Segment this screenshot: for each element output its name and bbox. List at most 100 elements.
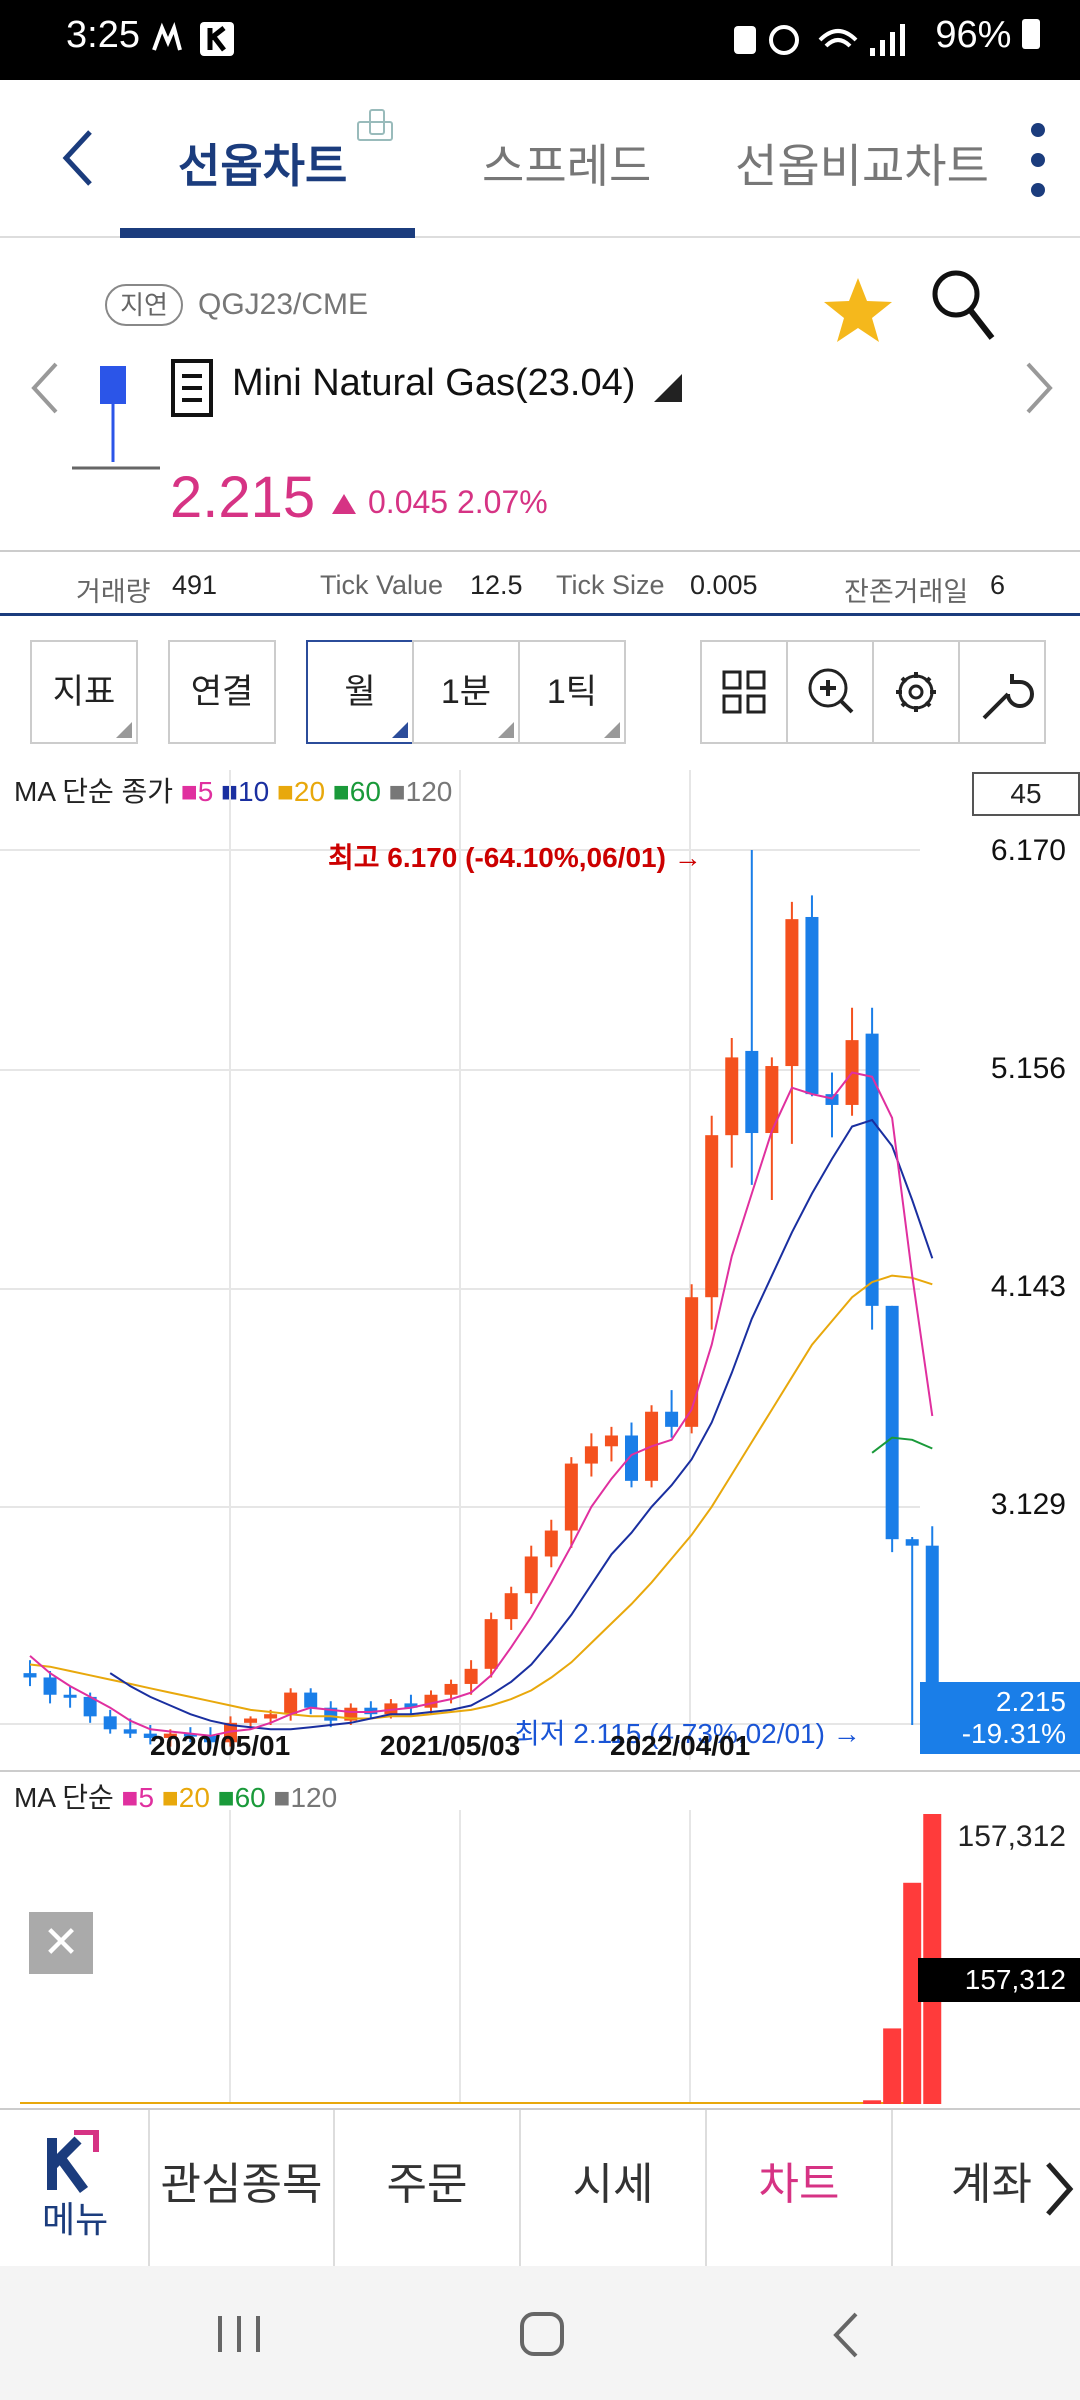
next-instrument-icon[interactable] xyxy=(1024,360,1056,416)
indicator-label: 지표 xyxy=(52,673,116,711)
recent-apps-icon[interactable] xyxy=(214,2312,264,2356)
current-price: 2.215 xyxy=(170,465,316,530)
delay-badge: 지연 xyxy=(105,284,183,326)
status-time: 3:25 xyxy=(66,14,140,56)
pane-divider xyxy=(0,1770,1080,1772)
candle-body xyxy=(544,1530,558,1557)
close-icon[interactable]: ✕ xyxy=(29,1912,93,1974)
volume-bar xyxy=(883,2028,902,2104)
candle-body xyxy=(83,1696,97,1717)
tab-spread[interactable]: 스프레드 xyxy=(482,140,652,192)
candle-body xyxy=(665,1411,679,1427)
mute-icon xyxy=(152,21,182,51)
candle-body xyxy=(685,1297,699,1427)
system-nav-bar xyxy=(0,2266,1080,2400)
active-tab-indicator xyxy=(120,228,415,238)
candle-body xyxy=(725,1057,739,1136)
candle-body xyxy=(404,1703,418,1708)
star-icon[interactable] xyxy=(822,274,894,346)
price-chart[interactable] xyxy=(0,770,1080,1770)
ma20-line xyxy=(29,1274,933,1720)
remaining-days: 6 xyxy=(990,570,1006,600)
more-icon[interactable] xyxy=(1030,122,1046,198)
legend-ma5: ■5 xyxy=(180,776,214,807)
tick-size: 0.005 xyxy=(690,570,758,600)
prev-instrument-icon[interactable] xyxy=(28,360,60,416)
mini-candle-icon xyxy=(72,366,160,470)
dropdown-icon[interactable] xyxy=(652,372,684,404)
candle-body xyxy=(444,1683,458,1695)
indicator-button[interactable]: 지표 xyxy=(30,640,138,744)
grid-icon[interactable] xyxy=(700,640,788,744)
settings-gear-icon[interactable] xyxy=(872,640,960,744)
month-label: 월 xyxy=(344,673,376,711)
candle-body xyxy=(284,1692,298,1715)
remaining-days-label: 잔존거래일 xyxy=(844,577,969,607)
legend-ma120: ■120 xyxy=(388,776,453,807)
candle-body xyxy=(484,1619,498,1669)
candle-body xyxy=(244,1718,258,1723)
period-month-button[interactable]: 월 xyxy=(306,640,414,744)
nav-account[interactable]: 계좌 xyxy=(951,2160,1032,2209)
candle-body xyxy=(183,1733,197,1737)
candle-body xyxy=(705,1135,719,1298)
candle-body xyxy=(203,1735,217,1743)
tick-value: 12.5 xyxy=(470,570,523,600)
zoom-icon[interactable] xyxy=(786,640,874,744)
current-price-tag-value: 2.215 xyxy=(995,1686,1066,1717)
volume-label: 거래량 xyxy=(76,577,151,607)
nav-quote[interactable]: 시세 xyxy=(521,2110,707,2268)
volume-bar xyxy=(903,1882,922,2104)
candle-body xyxy=(264,1714,278,1719)
search-icon[interactable] xyxy=(930,268,996,342)
candle-body xyxy=(224,1722,237,1743)
candle-body xyxy=(584,1446,598,1464)
period-minute-button[interactable]: 1분 xyxy=(412,640,520,744)
document-icon[interactable] xyxy=(170,358,214,418)
price-label-3: 4.143 xyxy=(990,1270,1066,1303)
link-button[interactable]: 연결 xyxy=(168,640,276,744)
volume-legend-ma120: ■120 xyxy=(273,1782,338,1813)
candle-body xyxy=(424,1694,438,1708)
nav-menu-label: 메뉴 xyxy=(42,2199,109,2240)
chart-toolbar: 지표 연결 월 1분 1틱 xyxy=(0,618,1080,760)
volume-current-tag: 157,312 xyxy=(918,1958,1080,2002)
device-icon xyxy=(357,109,393,141)
instrument-code: QGJ23/CME xyxy=(198,288,369,321)
candle-body xyxy=(63,1694,77,1698)
low-annotation: 최저 2.115 (4.73%,02/01) → xyxy=(514,1718,861,1749)
wrench-icon[interactable] xyxy=(958,640,1046,744)
instrument-name[interactable]: Mini Natural Gas(23.04) xyxy=(232,362,636,404)
period-tick-button[interactable]: 1틱 xyxy=(518,640,626,744)
nav-menu[interactable]: 메뉴 xyxy=(0,2110,150,2268)
home-icon[interactable] xyxy=(518,2310,566,2358)
back-icon[interactable] xyxy=(58,128,98,188)
candle-body xyxy=(384,1703,398,1715)
nav-watchlist[interactable]: 관심종목 xyxy=(150,2110,335,2268)
system-icons xyxy=(734,24,905,56)
candle-body xyxy=(163,1733,177,1738)
date-label-2: 2021/05/03 xyxy=(380,1730,521,1761)
candle-body xyxy=(625,1435,638,1481)
volume-legend-ma20: ■20 xyxy=(161,1782,210,1813)
date-label-1: 2020/05/01 xyxy=(150,1730,291,1761)
chart-count-box[interactable]: 45 xyxy=(972,772,1080,816)
candle-body xyxy=(103,1716,117,1730)
tab-futures-chart[interactable]: 선옵차트 xyxy=(178,140,348,192)
tab-compare-chart[interactable]: 선옵비교차트 xyxy=(735,140,989,192)
candle-body xyxy=(905,1539,919,1546)
volume-legend-title: MA 단순 xyxy=(14,1782,114,1813)
system-back-icon[interactable] xyxy=(830,2310,860,2360)
nav-more-chevron-icon[interactable] xyxy=(1044,2160,1074,2218)
ma60-line xyxy=(871,1436,933,1454)
ma10-line xyxy=(109,1118,934,1731)
candle-body xyxy=(524,1556,538,1594)
nav-order[interactable]: 주문 xyxy=(335,2110,521,2268)
candle-body xyxy=(925,1545,939,1704)
nav-chart[interactable]: 차트 xyxy=(707,2110,893,2268)
volume-max-label: 157,312 xyxy=(957,1820,1066,1853)
top-tabs: 선옵차트 스프레드 선옵비교차트 xyxy=(0,80,1080,238)
candle-body xyxy=(143,1733,157,1738)
volume-value: 491 xyxy=(172,570,218,600)
info-bar: 거래량 491 Tick Value 12.5 Tick Size 0.005 … xyxy=(0,554,1080,616)
